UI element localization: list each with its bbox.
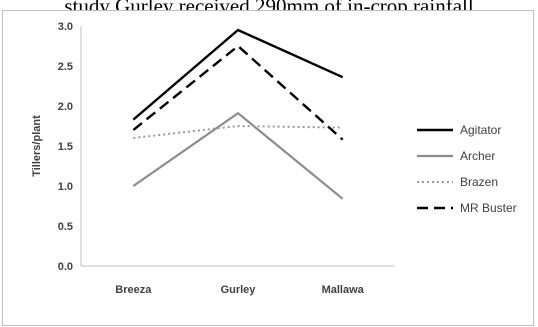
- legend-label: Agitator: [460, 123, 501, 137]
- legend-label: Brazen: [460, 175, 498, 189]
- series-line-mr-buster: [132, 44, 344, 141]
- y-tick-label: 2.0: [58, 101, 73, 113]
- legend: Agitator Archer Brazen MR Buster: [417, 123, 517, 215]
- series-line-agitator: [132, 28, 344, 121]
- y-tick-labels: 0.0 0.5 1.0 1.5 2.0 2.5 3.0: [58, 21, 73, 273]
- legend-label: MR Buster: [460, 201, 517, 215]
- y-tick-label: 0.5: [58, 221, 73, 233]
- axes-layer: [80, 26, 395, 267]
- series-layer: [132, 28, 344, 200]
- y-tick-label: 1.5: [58, 141, 73, 153]
- legend-label: Archer: [460, 149, 495, 163]
- chart-area: [2, 10, 534, 326]
- y-tick-label: 3.0: [58, 21, 73, 33]
- x-tick-label: Mallawa: [322, 284, 365, 296]
- series-line-brazen: [133, 124, 343, 139]
- y-axis-title: Tillers/plant: [31, 115, 43, 177]
- y-tick-label: 1.0: [58, 181, 73, 193]
- series-line-archer: [132, 111, 344, 200]
- x-tick-label: Breeza: [115, 284, 152, 296]
- x-tick-label: Gurley: [221, 284, 257, 296]
- x-tick-labels: Breeza Gurley Mallawa: [115, 284, 364, 296]
- y-tick-label: 0.0: [58, 261, 73, 273]
- y-tick-label: 2.5: [58, 61, 73, 73]
